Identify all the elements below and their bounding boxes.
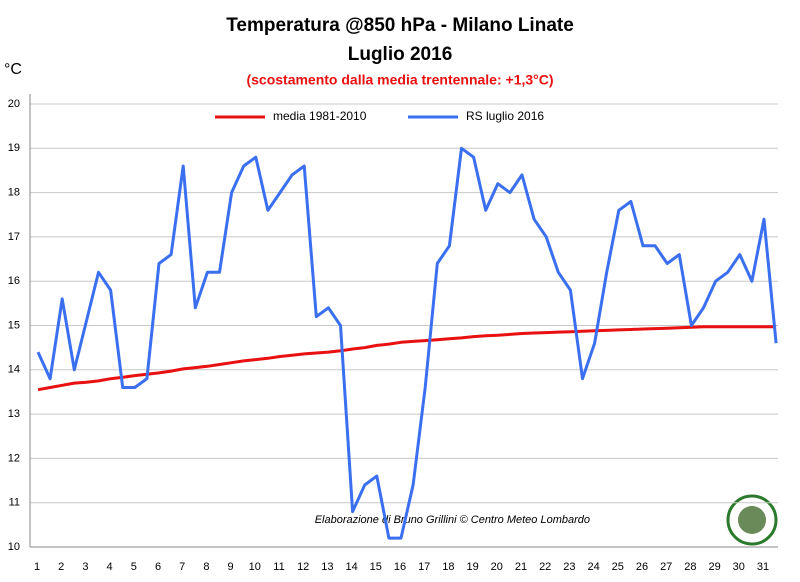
y-tick-label: 19: [8, 142, 20, 154]
x-tick-label: 11: [273, 561, 284, 573]
x-tick-label: 24: [587, 561, 599, 573]
x-tick-label: 25: [612, 561, 624, 573]
y-tick-label: 13: [8, 408, 20, 420]
x-tick-label: 26: [636, 561, 648, 573]
y-tick-label: 20: [8, 98, 20, 110]
y-tick-label: 17: [8, 231, 20, 243]
y-tick-label: 11: [9, 497, 20, 509]
x-tick-label: 22: [539, 561, 551, 573]
x-tick-label: 28: [684, 561, 696, 573]
x-tick-label: 7: [179, 561, 185, 573]
chart-title: Temperatura @850 hPa - Milano Linate: [226, 15, 574, 36]
x-tick-label: 27: [660, 561, 672, 573]
x-tick-label: 31: [757, 561, 769, 573]
logo-ring: [726, 494, 778, 546]
x-tick-label: 20: [491, 561, 503, 573]
x-tick-label: 8: [203, 561, 209, 573]
x-tick-label: 5: [131, 561, 137, 573]
y-tick-label: 18: [8, 187, 20, 199]
y-axis-label: °C: [4, 61, 22, 78]
chart-subtitle: Luglio 2016: [348, 44, 453, 65]
logo: [726, 494, 778, 546]
x-tick-label: 4: [107, 561, 113, 573]
y-tick-label: 16: [8, 275, 20, 287]
logo-center: [738, 506, 766, 534]
series-line: [37, 325, 777, 392]
x-tick-label: 10: [249, 561, 261, 573]
x-tick-label: 12: [297, 561, 309, 573]
y-tick-label: 10: [8, 541, 20, 553]
legend-label: RS luglio 2016: [466, 109, 544, 123]
x-tick-label: 17: [418, 561, 430, 573]
x-tick-label: 18: [442, 561, 454, 573]
y-tick-label: 12: [8, 452, 20, 464]
y-tick-label: 14: [8, 364, 20, 376]
x-tick-label: 3: [82, 561, 88, 573]
series-line: [36, 146, 778, 540]
x-tick-label: 13: [321, 561, 333, 573]
x-tick-label: 14: [345, 561, 357, 573]
x-tick-label: 19: [466, 561, 478, 573]
x-tick-label: 23: [563, 561, 575, 573]
x-tick-label: 29: [708, 561, 720, 573]
credit: Elaborazione di Bruno Grillini © Centro …: [315, 514, 590, 526]
x-tick-label: 2: [58, 561, 64, 573]
y-tick-label: 15: [8, 319, 20, 331]
x-tick-label: 15: [370, 561, 382, 573]
x-tick-label: 6: [155, 561, 161, 573]
x-tick-label: 9: [228, 561, 234, 573]
x-tick-label: 16: [394, 561, 406, 573]
legend-label: media 1981-2010: [273, 109, 367, 123]
x-tick-label: 21: [515, 561, 527, 573]
annotation: (scostamento dalla media trentennale: +1…: [246, 72, 553, 88]
x-tick-label: 1: [34, 561, 40, 573]
x-tick-label: 30: [733, 561, 745, 573]
